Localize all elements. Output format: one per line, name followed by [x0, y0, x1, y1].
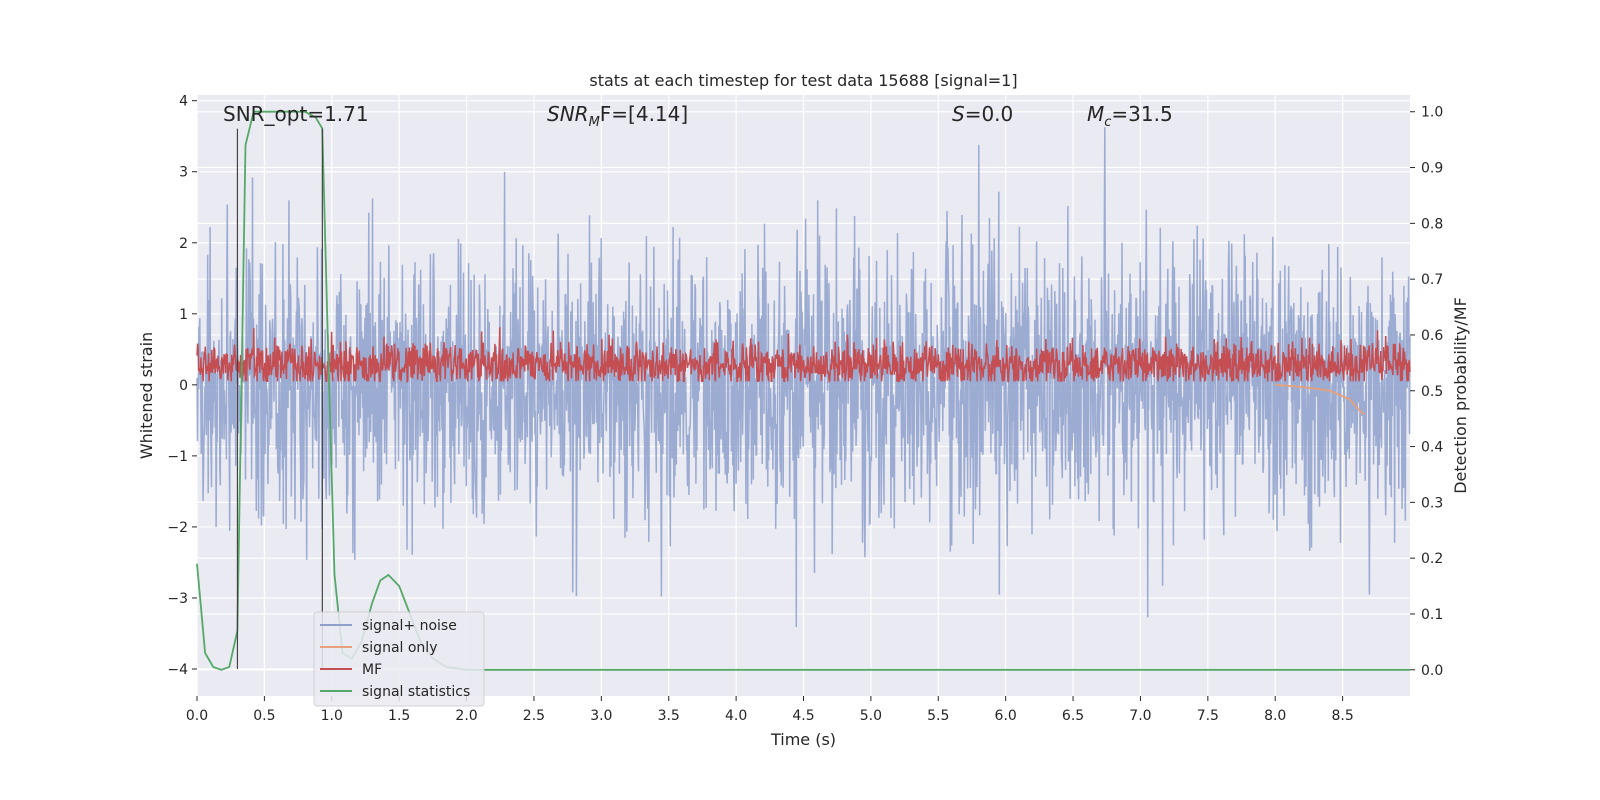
y-tick-label: 0 — [179, 378, 188, 394]
y2-tick-label: 1.0 — [1421, 105, 1443, 121]
y2-tick-label: 0.6 — [1421, 328, 1443, 344]
y2-axis-label: Detection probability/MF — [1451, 297, 1470, 494]
y2-tick-label: 0.8 — [1421, 216, 1443, 232]
x-tick-label: 4.5 — [792, 708, 814, 724]
chart-title: stats at each timestep for test data 156… — [589, 71, 1017, 90]
annotation-snr-opt: SNR_opt=1.71 — [223, 102, 369, 126]
legend-box — [313, 611, 485, 707]
snr-mf-subscript: M — [589, 115, 600, 130]
legend-entry: signal+ noise — [362, 618, 457, 634]
x-axis-label: Time (s) — [770, 730, 836, 749]
x-tick-label: 7.0 — [1129, 708, 1151, 724]
y2-tick-label: 0.1 — [1421, 607, 1443, 623]
y-tick-label: 3 — [179, 165, 188, 181]
x-tick-label: 3.5 — [658, 708, 680, 724]
series-signal-only — [1275, 383, 1365, 416]
series-mf — [196, 327, 1411, 384]
y-tick-label: 2 — [179, 236, 188, 252]
annotation-mc: Mc=31.5 — [1087, 102, 1173, 130]
y-tick-label: 1 — [179, 307, 188, 323]
y-axis-label: Whitened strain — [137, 332, 156, 459]
x-tick-label: 7.5 — [1197, 708, 1219, 724]
x-tick-label: 1.0 — [321, 708, 343, 724]
y2-tick-label: 0.5 — [1421, 384, 1443, 400]
x-tick-label: 8.5 — [1331, 708, 1353, 724]
series-signal-noise — [196, 127, 1411, 628]
mc-value: =31.5 — [1111, 102, 1172, 126]
y2-tick-label: 0.4 — [1421, 440, 1443, 456]
x-tick-label: 5.5 — [927, 708, 949, 724]
x-tick-label: 5.0 — [860, 708, 882, 724]
x-tick-label: 2.5 — [523, 708, 545, 724]
y2-tick-label: 0.0 — [1421, 663, 1443, 679]
y2-tick-label: 0.9 — [1421, 161, 1443, 177]
snr-mf-symbol: SNR — [547, 102, 589, 126]
x-tick-label: 3.0 — [590, 708, 612, 724]
x-tick-label: 0.5 — [253, 708, 275, 724]
y-tick-label: −1 — [167, 449, 188, 465]
s-symbol: S — [952, 102, 965, 126]
x-tick-label: 6.5 — [1062, 708, 1084, 724]
axes-layer: 0.0 0.5 1.0 1.5 2.0 2.5 3.0 3.5 4.0 4.5 5.0 5.5 6.0 6… — [167, 94, 1443, 724]
annotation-snr-mf: SNRMF=[4.14] — [547, 102, 688, 130]
y2-tick-label: 0.2 — [1421, 551, 1443, 567]
x-tick-label: 4.0 — [725, 708, 747, 724]
legend-entry: signal only — [362, 640, 437, 656]
y-tick-label: 4 — [179, 94, 188, 110]
legend-entry: MF — [362, 662, 382, 678]
snr-mf-value: F=[4.14] — [600, 102, 688, 126]
s-value: =0.0 — [965, 102, 1014, 126]
y-tick-label: −2 — [167, 520, 188, 536]
legend: signal+ noise signal only MF signal statist… — [313, 611, 485, 707]
x-tick-label: 6.0 — [995, 708, 1017, 724]
y-tick-label: −3 — [167, 591, 188, 607]
x-tick-label: 8.0 — [1264, 708, 1286, 724]
legend-entry: signal statistics — [362, 684, 470, 700]
mc-subscript: c — [1104, 115, 1111, 130]
x-tick-label: 2.0 — [455, 708, 477, 724]
x-tick-label: 0.0 — [186, 708, 208, 724]
mc-symbol: M — [1087, 102, 1104, 126]
x-tick-label: 1.5 — [388, 708, 410, 724]
y2-tick-label: 0.3 — [1421, 495, 1443, 511]
y-tick-label: −4 — [167, 662, 188, 678]
y2-tick-label: 0.7 — [1421, 272, 1443, 288]
annotation-s: S=0.0 — [952, 102, 1013, 126]
